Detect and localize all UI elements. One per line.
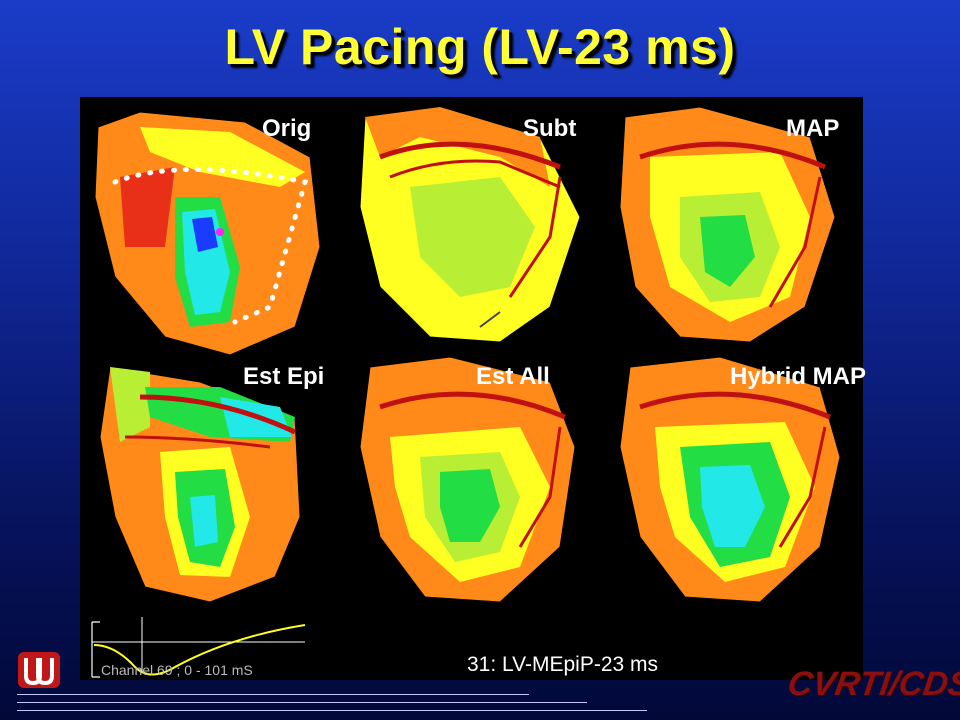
divider-line-2 bbox=[17, 702, 587, 703]
channel-trace-plot bbox=[91, 617, 306, 678]
map-label-est-epi: Est Epi bbox=[243, 363, 325, 390]
slide-title: LV Pacing (LV-23 ms) bbox=[224, 19, 736, 75]
divider-line-1 bbox=[17, 694, 529, 695]
map-label-hybrid-map: Hybrid MAP bbox=[730, 363, 867, 390]
heart-map-hybrid-map bbox=[619, 356, 841, 603]
university-logo-icon bbox=[18, 652, 60, 693]
map-label-map: MAP bbox=[786, 115, 840, 142]
footer-caption: 31: LV-MEpiP-23 ms bbox=[467, 653, 659, 676]
map-label-subt: Subt bbox=[523, 115, 577, 142]
heart-map-map bbox=[619, 106, 836, 343]
heart-map-subt bbox=[359, 106, 581, 343]
activation-maps-figure: Orig Subt MAP Est Epi Est All Hybrid MAP bbox=[80, 97, 867, 680]
heart-map-est-epi bbox=[99, 366, 301, 603]
map-label-est-all: Est All bbox=[476, 363, 550, 390]
cvrti-cdsp-logo: CVRTI/CDSP bbox=[785, 665, 960, 703]
divider-line-3 bbox=[17, 710, 647, 711]
map-label-orig: Orig bbox=[262, 115, 312, 142]
heart-map-orig bbox=[94, 111, 321, 356]
heart-map-est-all bbox=[359, 356, 576, 603]
channel-caption: Channel 69 ; 0 - 101 mS bbox=[101, 662, 253, 678]
